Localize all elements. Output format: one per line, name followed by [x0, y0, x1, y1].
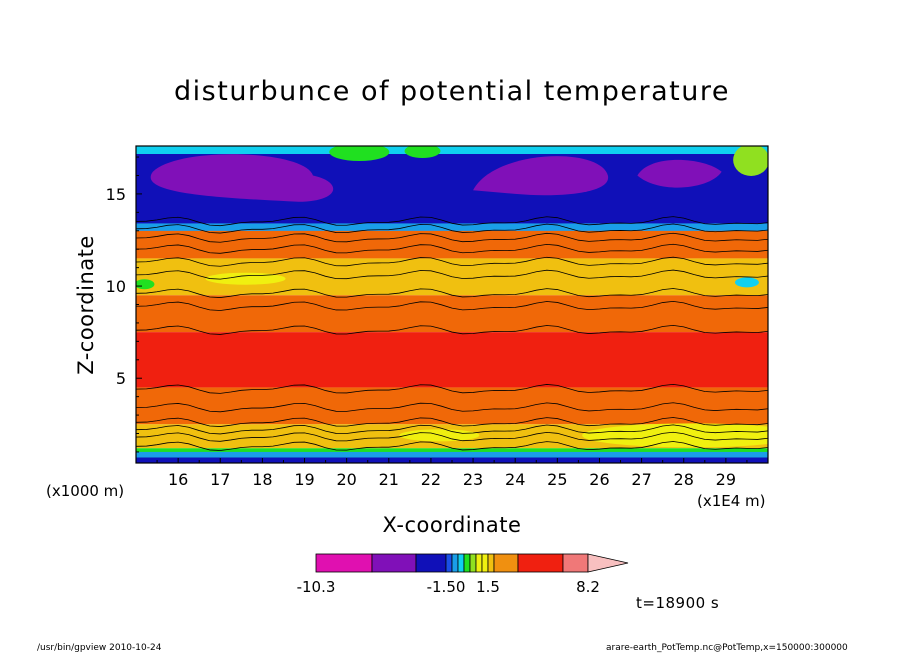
colorbar-seg-0 — [315, 553, 373, 573]
contour-line-10 — [136, 402, 768, 413]
y-tick-label: 10 — [106, 277, 126, 296]
x-ticks: 16 17 18 19 20 21 22 23 24 25 26 27 28 29 — [156, 458, 748, 489]
contour-line-3 — [136, 243, 768, 254]
contour-line-4 — [136, 256, 768, 267]
colorbar-label: 8.2 — [576, 578, 600, 596]
x-tick-label: 25 — [547, 470, 567, 489]
x-tick-label: 23 — [463, 470, 483, 489]
contour-line-2 — [136, 232, 768, 243]
colorbar-label: 1.5 — [476, 578, 500, 596]
colorbar-seg-13 — [562, 553, 589, 573]
colorbar-seg-10 — [487, 553, 495, 573]
top-green-3 — [733, 146, 768, 176]
x-tick-label: 19 — [294, 470, 314, 489]
time-label: t=18900 s — [636, 594, 720, 612]
contour-line-12 — [136, 424, 768, 435]
band-5 — [136, 387, 768, 425]
x-tick-label: 16 — [168, 470, 188, 489]
top-edge-cyan — [136, 146, 768, 154]
colorbar-seg-7 — [469, 553, 477, 573]
contour-line-1 — [136, 223, 768, 234]
yellow-patch — [205, 272, 286, 285]
contour-line-9 — [136, 383, 768, 394]
colorbar: -10.3 -1.50 1.5 8.2 — [297, 553, 629, 596]
band-4 — [136, 332, 768, 388]
x-tick-label: 29 — [716, 470, 736, 489]
top-green-1 — [329, 146, 390, 161]
colorbar-seg-9 — [481, 553, 489, 573]
y-tick-label: 15 — [106, 185, 126, 204]
x-tick-label: 21 — [379, 470, 399, 489]
x-tick-label: 27 — [631, 470, 651, 489]
band-1 — [136, 230, 768, 259]
contour-fill-layers — [136, 146, 768, 463]
x-tick-label: 26 — [589, 470, 609, 489]
x-axis-label: X-coordinate — [382, 513, 522, 537]
colorbar-label: -1.50 — [427, 578, 466, 596]
colorbar-seg-4 — [451, 553, 459, 573]
green-patch-left — [136, 279, 155, 290]
x-unit-left: (x1000 m) — [46, 482, 125, 500]
x-tick-label: 28 — [674, 470, 694, 489]
x-tick-label: 24 — [505, 470, 525, 489]
lower-yellow-patch — [582, 423, 768, 448]
contour-line-5 — [136, 269, 768, 280]
contour-line-6 — [136, 288, 768, 298]
cyan-patch-right — [734, 277, 759, 288]
surface-cyan — [136, 451, 768, 458]
contour-line-0 — [136, 216, 768, 227]
colorbar-seg-2 — [415, 553, 447, 573]
y-ticks: 5 10 15 — [106, 156, 142, 453]
y-tick-label: 5 — [116, 369, 126, 388]
colorbar-arrow — [587, 553, 629, 573]
x-unit-right: (x1E4 m) — [697, 492, 766, 510]
colorbar-seg-5 — [457, 553, 465, 573]
colorbar-seg-12 — [517, 553, 564, 573]
x-tick-label: 18 — [252, 470, 272, 489]
top-green-2 — [404, 146, 441, 158]
purple-cell-3 — [637, 159, 722, 188]
chart-title: disturbunce of potential temperature — [174, 76, 730, 107]
contour-line-11 — [136, 417, 768, 427]
contour-line-13 — [136, 431, 768, 442]
purple-cell-2 — [473, 156, 609, 196]
colorbar-seg-1 — [371, 553, 417, 573]
colorbar-seg-8 — [475, 553, 483, 573]
colorbar-label: -10.3 — [297, 578, 336, 596]
colorbar-seg-3 — [445, 553, 453, 573]
footer-right: arare-earth_PotTemp.nc@PotTemp,x=150000:… — [606, 643, 848, 653]
contour-line-7 — [136, 301, 768, 311]
x-tick-label: 17 — [210, 470, 230, 489]
x-tick-label: 20 — [336, 470, 356, 489]
colorbar-seg-6 — [463, 553, 471, 573]
transition-teal — [136, 223, 768, 231]
contour-line-8 — [136, 324, 768, 335]
contour-line-14 — [136, 441, 768, 451]
x-tick-label: 22 — [421, 470, 441, 489]
band-3 — [136, 295, 768, 333]
purple-cell-1 — [150, 154, 334, 202]
footer-left: /usr/bin/gpview 2010-10-24 — [37, 643, 162, 653]
colorbar-seg-11 — [493, 553, 519, 573]
